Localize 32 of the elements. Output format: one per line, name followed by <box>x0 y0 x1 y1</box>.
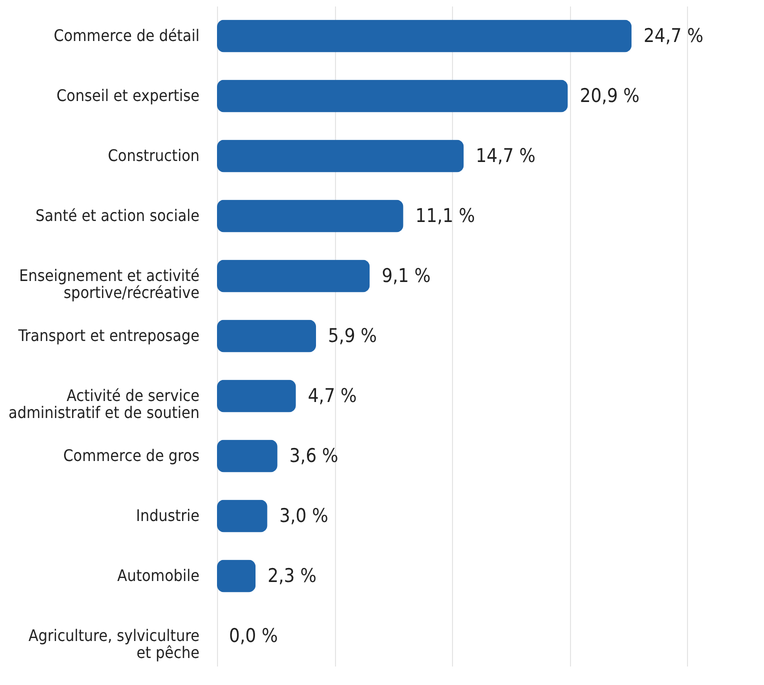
data-label: 3,6 % <box>289 445 338 467</box>
bar <box>217 380 296 412</box>
data-label: 5,9 % <box>328 325 377 347</box>
bar <box>217 140 464 172</box>
bar <box>217 320 316 352</box>
y-tick-label: Commerce de gros <box>63 446 200 465</box>
y-tick-label: Industrie <box>136 506 200 525</box>
bar <box>217 500 268 532</box>
bar <box>217 80 568 112</box>
y-tick-label: Automobile <box>117 566 200 585</box>
data-label: 4,7 % <box>308 385 357 407</box>
y-tick-label: Activité de service administratif et de soutien <box>8 386 200 422</box>
bar <box>217 440 278 472</box>
data-label: 9,1 % <box>382 265 431 287</box>
data-label: 24,7 % <box>644 25 704 47</box>
bar <box>217 560 256 592</box>
data-label: 11,1 % <box>415 205 476 227</box>
y-tick-label: Conseil et expertise <box>56 86 200 105</box>
data-label: 0,0 % <box>229 625 278 647</box>
data-label: 20,9 % <box>580 85 640 107</box>
y-tick-label: Agriculture, sylviculture et pêche <box>28 626 200 662</box>
bar <box>217 20 632 52</box>
y-tick-label: Enseignement et activité sportive/récréative <box>19 266 200 302</box>
y-tick-label: Construction <box>108 146 200 165</box>
y-tick-label: Transport et entreposage <box>17 326 200 345</box>
y-tick-label: Santé et action sociale <box>36 206 200 225</box>
y-tick-label: Commerce de détail <box>54 26 200 45</box>
bar <box>217 260 370 292</box>
bar <box>217 200 404 232</box>
data-label: 14,7 % <box>476 145 536 167</box>
data-label: 2,3 % <box>268 565 316 587</box>
data-label: 3,0 % <box>279 505 328 527</box>
